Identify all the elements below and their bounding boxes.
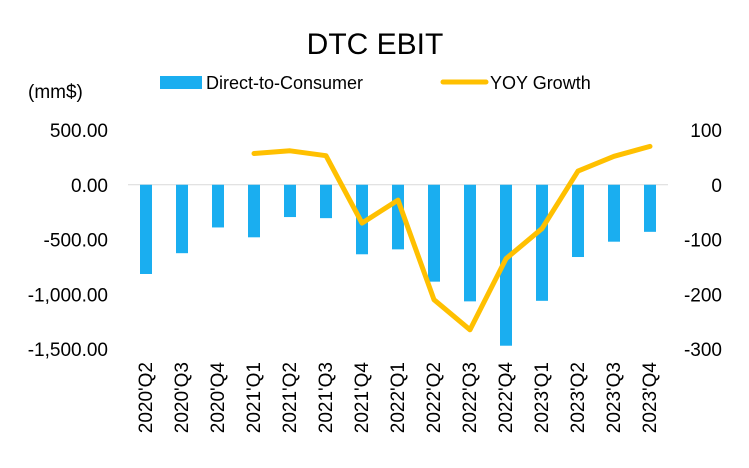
bar-2022'Q4 bbox=[500, 184, 512, 346]
x-tick-label: 2020'Q4 bbox=[208, 362, 229, 434]
yoy-growth-line bbox=[251, 143, 653, 333]
legend: Direct-to-Consumer YOY Growth bbox=[160, 73, 591, 93]
bar-2021'Q2 bbox=[284, 184, 296, 218]
chart-title: DTC EBIT bbox=[307, 28, 444, 61]
legend-line-label: YOY Growth bbox=[490, 73, 591, 93]
line-series bbox=[251, 143, 653, 333]
bar-2022'Q3 bbox=[464, 184, 476, 302]
x-tick-label: 2023'Q4 bbox=[640, 362, 661, 434]
legend-bar-swatch bbox=[160, 76, 202, 89]
x-tick-label: 2021'Q2 bbox=[280, 362, 301, 433]
x-tick-label: 2023'Q2 bbox=[568, 362, 589, 433]
left-tick-label: -1,000.00 bbox=[28, 285, 108, 306]
x-tick-label: 2022'Q4 bbox=[496, 362, 517, 434]
left-tick-label: 0.00 bbox=[71, 176, 108, 197]
x-tick-label: 2022'Q3 bbox=[460, 362, 481, 433]
bar-2023'Q2 bbox=[572, 184, 584, 258]
left-tick-label: -500.00 bbox=[44, 231, 108, 252]
x-axis-tick-labels: 2020'Q2 2020'Q3 2020'Q4 2021'Q1 2021'Q2 2021'… bbox=[136, 362, 661, 434]
bar-2020'Q2 bbox=[140, 184, 152, 274]
left-axis-unit-label: (mm$) bbox=[28, 82, 83, 103]
right-tick-label: -200 bbox=[684, 285, 722, 306]
legend-bar-label: Direct-to-Consumer bbox=[206, 73, 363, 93]
right-tick-label: 100 bbox=[690, 121, 722, 142]
x-tick-label: 2020'Q2 bbox=[136, 362, 157, 433]
bar-2023'Q1 bbox=[536, 184, 548, 301]
x-tick-label: 2021'Q4 bbox=[352, 362, 373, 434]
left-tick-label: 500.00 bbox=[50, 121, 108, 142]
bar-2021'Q1 bbox=[248, 184, 260, 238]
x-tick-label: 2021'Q3 bbox=[316, 362, 337, 433]
left-axis-tick-labels: 500.00 0.00 -500.00 -1,000.00 -1,500.00 bbox=[28, 121, 108, 361]
bar-series bbox=[140, 184, 656, 346]
left-tick-label: -1,500.00 bbox=[28, 340, 108, 361]
right-tick-label: 0 bbox=[711, 176, 722, 197]
x-tick-label: 2022'Q1 bbox=[388, 362, 409, 433]
right-tick-label: -300 bbox=[684, 340, 722, 361]
bar-2020'Q4 bbox=[212, 184, 224, 228]
right-tick-label: -100 bbox=[684, 231, 722, 252]
x-tick-label: 2021'Q1 bbox=[244, 362, 265, 433]
x-tick-label: 2022'Q2 bbox=[424, 362, 445, 433]
bar-2021'Q3 bbox=[320, 184, 332, 219]
x-tick-label: 2023'Q1 bbox=[532, 362, 553, 433]
x-tick-label: 2023'Q3 bbox=[604, 362, 625, 433]
bar-2023'Q4 bbox=[644, 184, 656, 232]
bar-2020'Q3 bbox=[176, 184, 188, 254]
right-axis-tick-labels: 100 0 -100 -200 -300 bbox=[684, 121, 722, 361]
bar-2022'Q2 bbox=[428, 184, 440, 282]
bar-2023'Q3 bbox=[608, 184, 620, 242]
x-tick-label: 2020'Q3 bbox=[172, 362, 193, 433]
